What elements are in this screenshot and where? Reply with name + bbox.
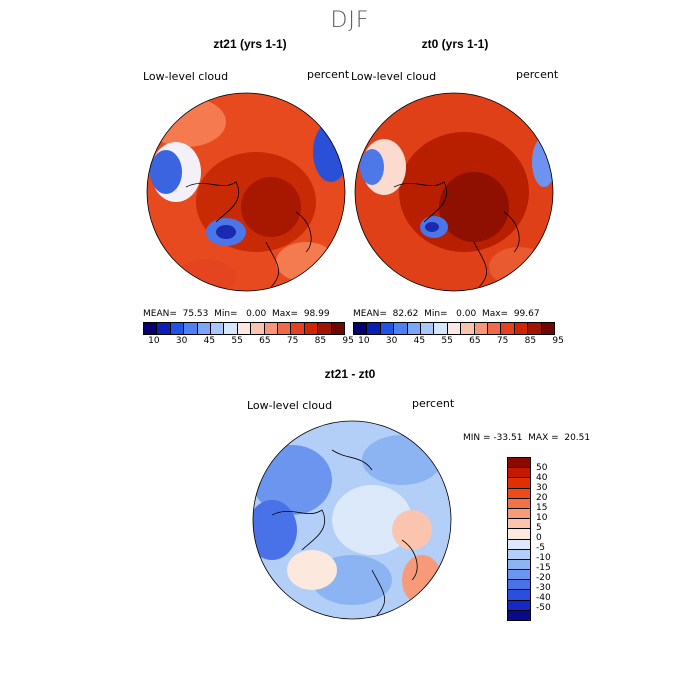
right-map: [354, 92, 554, 292]
colorbar-swatch: [508, 539, 530, 550]
left-map: [146, 92, 346, 292]
colorbar-swatch: [461, 323, 475, 334]
colorbar-tick-label: 50: [536, 463, 548, 473]
colorbar-swatch: [224, 323, 238, 334]
right-units-label: percent: [516, 68, 559, 81]
colorbar-tick-label: 10: [358, 336, 370, 346]
colorbar-swatch: [508, 508, 530, 520]
colorbar-swatch: [278, 323, 292, 334]
diff-variable-label: Low-level cloud: [247, 399, 333, 412]
colorbar-tick-label: 10: [536, 513, 548, 523]
diff-map: [252, 420, 452, 620]
colorbar-swatch: [508, 519, 530, 530]
diff-colorbar-ticks: 50 40 30 20 15 10 5 0 -5 -10 -15 -20 -30 -40 -50: [536, 463, 551, 613]
colorbar-swatch: [318, 323, 332, 334]
colorbar-tick-label: 65: [259, 336, 271, 346]
colorbar-swatch: [528, 323, 542, 334]
colorbar-swatch: [394, 323, 408, 334]
colorbar-swatch: [367, 323, 381, 334]
colorbar-tick-label: 30: [536, 483, 548, 493]
left-variable-label: Low-level cloud: [143, 70, 229, 83]
colorbar-swatch: [508, 478, 530, 489]
colorbar-swatch: [508, 610, 530, 620]
colorbar-swatch: [197, 323, 212, 334]
season-title: DJF: [330, 8, 370, 33]
colorbar-swatch: [508, 488, 530, 499]
colorbar-tick-label: 30: [385, 336, 398, 346]
colorbar-swatch: [501, 323, 515, 334]
colorbar-tick-label: 75: [496, 336, 509, 346]
colorbar-swatch: [434, 323, 448, 334]
diff-colorbar: [507, 457, 531, 621]
colorbar-tick-label: 45: [413, 336, 426, 346]
colorbar-swatch: [541, 323, 555, 334]
colorbar-swatch: [211, 323, 225, 334]
colorbar-tick-label: -30: [536, 583, 551, 593]
colorbar-tick-label: 85: [314, 336, 327, 346]
colorbar-swatch: [508, 458, 530, 469]
colorbar-swatch: [514, 323, 529, 334]
right-stats: MEAN= 82.62 Min= 0.00 Max= 99.67: [353, 309, 540, 319]
colorbar-tick-label: -20: [536, 573, 551, 583]
colorbar-tick-label: 55: [441, 336, 453, 346]
colorbar-swatch: [264, 323, 279, 334]
colorbar-tick-label: -15: [536, 563, 551, 573]
colorbar-tick-label: 55: [231, 336, 243, 346]
colorbar-tick-label: 20: [536, 493, 548, 503]
colorbar-tick-label: 45: [203, 336, 216, 346]
colorbar-swatch: [144, 323, 158, 334]
diff-stats: MIN = -33.51 MAX = 20.51: [463, 433, 591, 443]
colorbar-swatch: [251, 323, 265, 334]
colorbar-tick-label: -40: [536, 593, 551, 603]
left-panel-title: zt21 (yrs 1-1): [213, 37, 287, 51]
diff-panel-title: zt21 - zt0: [324, 367, 376, 381]
colorbar-tick-label: 65: [469, 336, 481, 346]
colorbar-swatch: [508, 590, 530, 601]
left-colorbar-ticks: 10 30 45 55 65 75 85 95: [140, 336, 362, 346]
colorbar-tick-label: 95: [342, 336, 354, 346]
colorbar-swatch: [508, 529, 530, 540]
right-colorbar: [353, 322, 555, 335]
colorbar-tick-label: 5: [536, 523, 542, 533]
colorbar-swatch: [474, 323, 489, 334]
colorbar-swatch: [508, 498, 530, 509]
colorbar-swatch: [237, 323, 252, 334]
right-colorbar-ticks: 10 30 45 55 65 75 85 95: [350, 336, 572, 346]
left-units-label: percent: [307, 68, 350, 81]
colorbar-tick-label: -5: [536, 543, 545, 553]
colorbar-swatch: [508, 549, 530, 560]
colorbar-swatch: [421, 323, 435, 334]
colorbar-tick-label: -10: [536, 553, 551, 563]
colorbar-tick-label: 75: [286, 336, 299, 346]
colorbar-swatch: [508, 468, 530, 479]
colorbar-tick-label: 95: [552, 336, 564, 346]
left-stats: MEAN= 75.53 Min= 0.00 Max= 98.99: [143, 309, 330, 319]
colorbar-swatch: [157, 323, 171, 334]
colorbar-swatch: [380, 323, 395, 334]
colorbar-swatch: [331, 323, 345, 334]
colorbar-tick-label: 30: [175, 336, 188, 346]
colorbar-swatch: [508, 559, 530, 571]
colorbar-swatch: [354, 323, 368, 334]
colorbar-swatch: [291, 323, 305, 334]
colorbar-tick-label: 85: [524, 336, 537, 346]
colorbar-swatch: [304, 323, 319, 334]
colorbar-swatch: [508, 600, 530, 611]
left-colorbar: [143, 322, 345, 335]
colorbar-tick-label: 10: [148, 336, 160, 346]
colorbar-swatch: [508, 580, 530, 591]
colorbar-swatch: [447, 323, 462, 334]
right-panel-title: zt0 (yrs 1-1): [421, 37, 489, 51]
colorbar-tick-label: -50: [536, 603, 551, 613]
colorbar-swatch: [407, 323, 422, 334]
diff-units-label: percent: [412, 397, 455, 410]
colorbar-swatch: [508, 570, 530, 581]
colorbar-swatch: [184, 323, 198, 334]
colorbar-tick-label: 0: [536, 533, 542, 543]
colorbar-swatch: [170, 323, 185, 334]
colorbar-tick-label: 15: [536, 503, 548, 513]
right-variable-label: Low-level cloud: [351, 70, 437, 83]
colorbar-swatch: [488, 323, 502, 334]
colorbar-tick-label: 40: [536, 473, 548, 483]
